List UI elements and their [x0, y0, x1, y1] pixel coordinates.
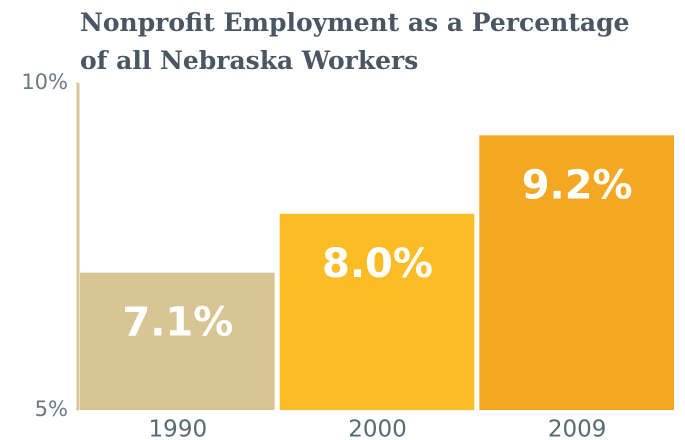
x-tick-label: 2000	[348, 417, 407, 440]
bar	[479, 135, 674, 410]
x-tick-label: 1990	[149, 417, 208, 440]
y-tick-label: 10%	[21, 70, 68, 94]
data-label: 8.0%	[322, 241, 433, 287]
bar	[80, 272, 275, 410]
x-tick-label: 2009	[548, 417, 607, 440]
bar	[279, 213, 475, 410]
chart-title: Nonprofit Employment as a Percentage of …	[80, 8, 630, 75]
data-label: 7.1%	[122, 300, 233, 346]
y-tick-label: 5%	[35, 397, 68, 421]
data-label: 9.2%	[522, 162, 633, 208]
